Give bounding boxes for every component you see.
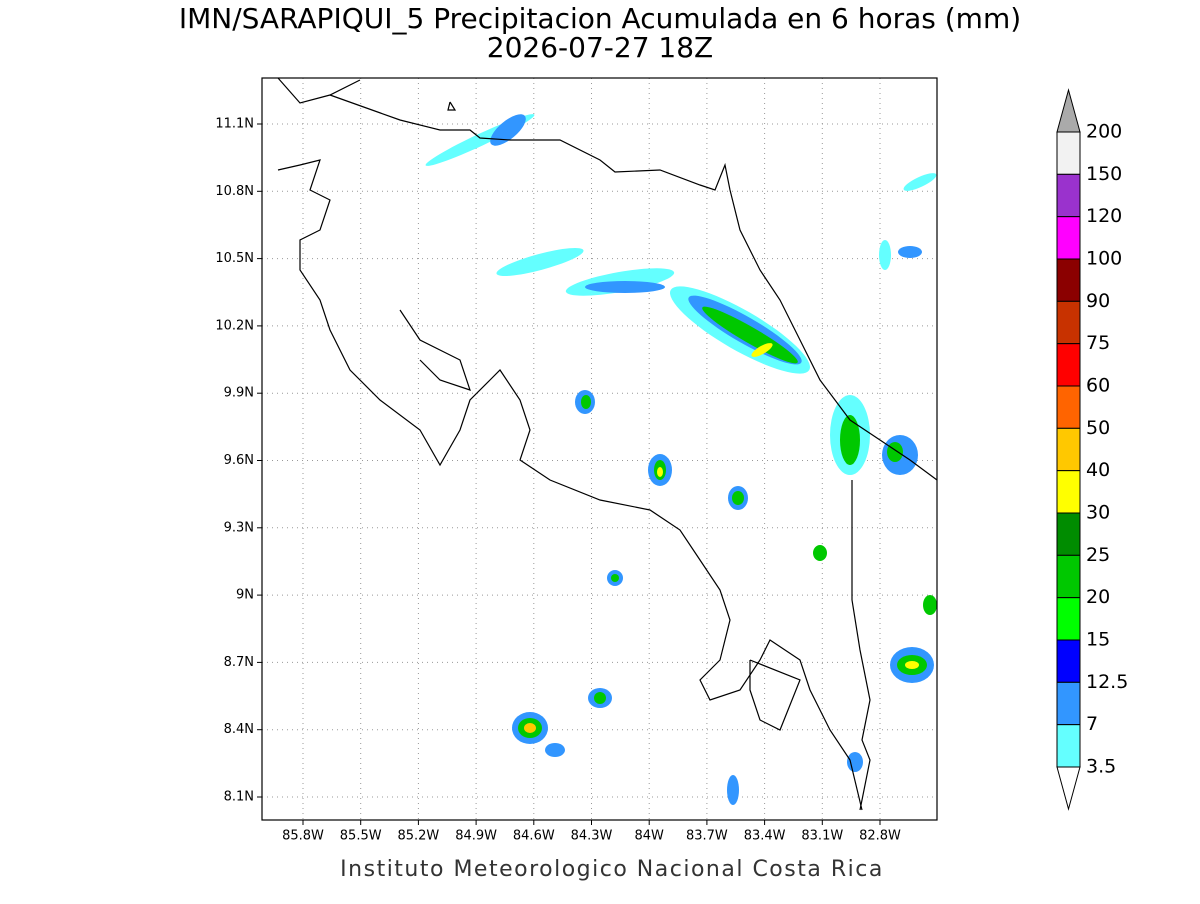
color-box [1056, 258, 1081, 302]
color-box [1056, 131, 1081, 175]
y-tick-label: 9.3N [224, 520, 254, 535]
subtitle: 2026-07-27 18Z [487, 31, 713, 64]
colorbar: 200 150 120 100 90 75 60 50 40 30 25 20 15 12.5 7 3.5 [1056, 88, 1128, 811]
colorbar-label: 7 [1086, 713, 1098, 735]
y-tick-label: 11.1N [215, 117, 254, 132]
colorbar-label: 75 [1086, 332, 1110, 354]
x-tick-label: 85.8W [282, 829, 324, 844]
y-tick-label: 9N [236, 588, 254, 603]
y-tick-label: 9.9N [224, 386, 254, 401]
x-tick-label: 83.4W [744, 829, 786, 844]
precipitation [425, 114, 937, 805]
color-box [1056, 343, 1081, 387]
x-tick-label: 82.8W [859, 829, 901, 844]
color-box [1056, 681, 1081, 726]
color-box [1056, 512, 1081, 556]
x-tick-label: 84.6W [513, 829, 555, 844]
x-tick-label: 83.1W [801, 829, 843, 844]
coastline [277, 77, 938, 811]
color-box [1056, 597, 1081, 641]
color-box [1056, 385, 1081, 429]
colorbar-label: 90 [1086, 290, 1110, 312]
colorbar-label: 100 [1086, 248, 1122, 270]
footer: Instituto Meteorologico Nacional Costa R… [340, 857, 884, 882]
title: IMN/SARAPIQUI_5 Precipitacion Acumulada … [179, 2, 1021, 35]
color-box [1056, 554, 1081, 599]
colorbar-label: 3.5 [1086, 756, 1116, 778]
x-tick-label: 84.3W [571, 829, 613, 844]
colorbar-label: 150 [1086, 163, 1122, 185]
plot-frame [261, 77, 938, 821]
color-box [1056, 427, 1081, 472]
colorbar-label: 20 [1086, 586, 1110, 608]
colorbar-label: 25 [1086, 544, 1110, 566]
colorbar-label: 12.5 [1086, 671, 1128, 693]
y-tick-label: 10.8N [215, 184, 254, 199]
color-box [1056, 173, 1081, 218]
x-tick-label: 85.2W [397, 829, 439, 844]
x-tick-label: 84W [634, 829, 664, 844]
colorbar-label: 200 [1086, 121, 1122, 143]
x-tick-label: 83.7W [686, 829, 728, 844]
y-tick-label: 10.2N [215, 318, 254, 333]
x-tick-label: 85.5W [340, 829, 382, 844]
under-triangle [1056, 766, 1081, 811]
color-box [1056, 639, 1081, 683]
colorbar-label: 40 [1086, 459, 1110, 481]
plot-area [257, 77, 938, 825]
color-box [1056, 300, 1081, 345]
colorbar-label: 60 [1086, 375, 1110, 397]
colorbar-label: 50 [1086, 417, 1110, 439]
y-tick-label: 8.7N [224, 655, 254, 670]
y-tick-label: 8.4N [224, 722, 254, 737]
colorbar-label: 15 [1086, 629, 1110, 651]
x-tick-label: 84.9W [455, 829, 497, 844]
color-box [1056, 724, 1081, 768]
colorbar-label: 30 [1086, 502, 1110, 524]
colorbar-label: 120 [1086, 205, 1122, 227]
over-triangle [1056, 88, 1081, 133]
y-tick-label: 10.5N [215, 251, 254, 266]
y-tick-label: 8.1N [224, 790, 254, 805]
y-tick-label: 9.6N [224, 453, 254, 468]
color-box [1056, 216, 1081, 260]
color-box [1056, 470, 1081, 514]
